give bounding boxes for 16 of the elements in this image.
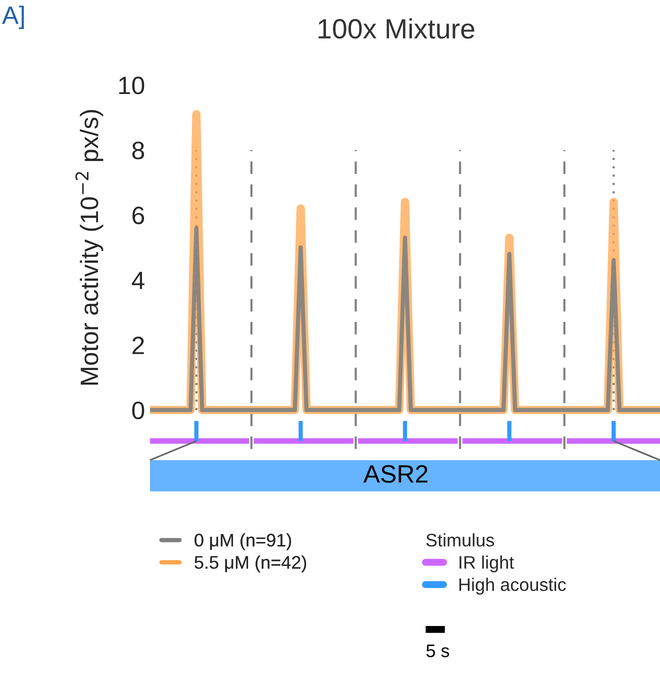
y-tick-label: 8 xyxy=(132,142,144,160)
text: High acoustic xyxy=(459,578,566,595)
text: 5 s xyxy=(426,644,450,658)
legend-title: Stimulus xyxy=(426,533,494,547)
legend-label: 5.5 μM (n=42) xyxy=(194,556,306,572)
y-axis-title: Motor activity (10$^{−2}$ px/s) xyxy=(75,110,104,385)
y-tick-label: 0 xyxy=(132,402,144,420)
y-tick-label: 2 xyxy=(132,336,144,354)
chart-title: 100x Mixture xyxy=(318,18,474,39)
text: A] xyxy=(2,6,24,29)
y-tick-label: 6 xyxy=(132,206,144,224)
y-tick-label: 10 xyxy=(119,76,144,94)
text: ASR2 xyxy=(363,465,428,483)
y-tick-label: 4 xyxy=(132,272,144,290)
legend-label: 0 μM (n=91) xyxy=(194,533,292,550)
text: IR light xyxy=(460,556,514,572)
